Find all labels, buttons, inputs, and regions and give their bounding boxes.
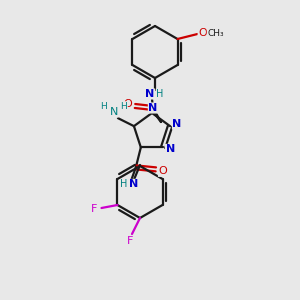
Text: N: N bbox=[146, 89, 154, 99]
Text: N: N bbox=[148, 103, 158, 113]
Text: N: N bbox=[166, 144, 175, 154]
Text: H: H bbox=[100, 102, 107, 111]
Text: O: O bbox=[158, 167, 167, 176]
Text: N: N bbox=[172, 119, 182, 129]
Text: N: N bbox=[110, 107, 118, 117]
Text: N: N bbox=[129, 179, 139, 189]
Text: H: H bbox=[121, 102, 127, 111]
Text: O: O bbox=[124, 99, 132, 109]
Text: H: H bbox=[120, 179, 127, 189]
Text: F: F bbox=[91, 204, 98, 214]
Text: CH₃: CH₃ bbox=[207, 28, 224, 38]
Text: F: F bbox=[127, 236, 133, 246]
Text: H: H bbox=[156, 89, 164, 99]
Text: O: O bbox=[198, 28, 207, 38]
